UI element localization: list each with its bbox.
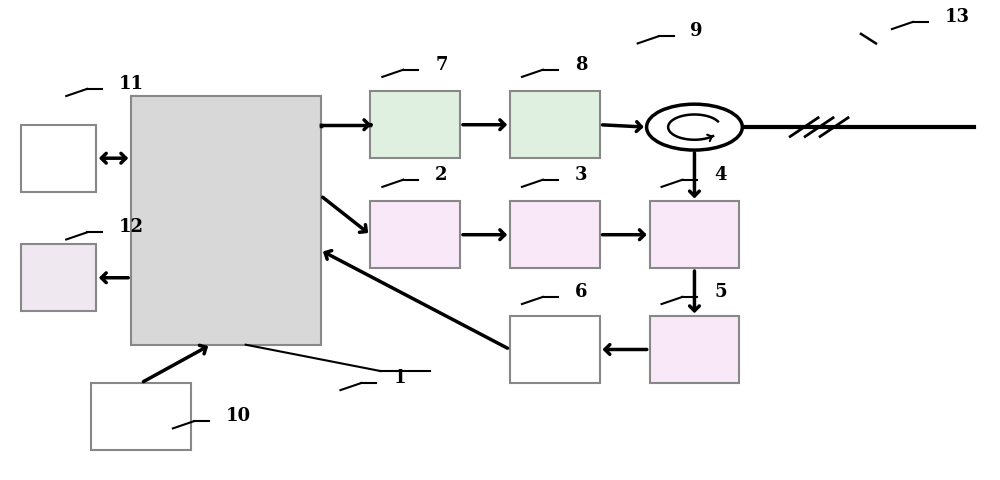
Text: 3: 3 xyxy=(575,165,587,183)
Text: 9: 9 xyxy=(690,22,703,40)
Circle shape xyxy=(647,105,742,151)
Text: 8: 8 xyxy=(575,55,587,73)
Text: 10: 10 xyxy=(226,406,251,424)
Bar xyxy=(510,202,600,269)
Text: 2: 2 xyxy=(435,165,448,183)
Bar xyxy=(510,316,600,383)
Bar xyxy=(91,383,191,450)
Bar xyxy=(131,97,320,345)
Bar xyxy=(21,245,96,312)
Text: 13: 13 xyxy=(945,8,970,25)
Text: 7: 7 xyxy=(435,55,448,73)
Bar xyxy=(650,316,739,383)
Bar xyxy=(510,92,600,159)
Text: 12: 12 xyxy=(119,217,144,236)
Text: 1: 1 xyxy=(393,368,406,386)
Bar xyxy=(21,125,96,192)
Text: 5: 5 xyxy=(714,282,727,300)
Text: 6: 6 xyxy=(575,282,587,300)
Text: 11: 11 xyxy=(119,74,144,93)
Bar xyxy=(370,92,460,159)
Text: 4: 4 xyxy=(714,165,727,183)
Bar xyxy=(370,202,460,269)
Bar xyxy=(650,202,739,269)
